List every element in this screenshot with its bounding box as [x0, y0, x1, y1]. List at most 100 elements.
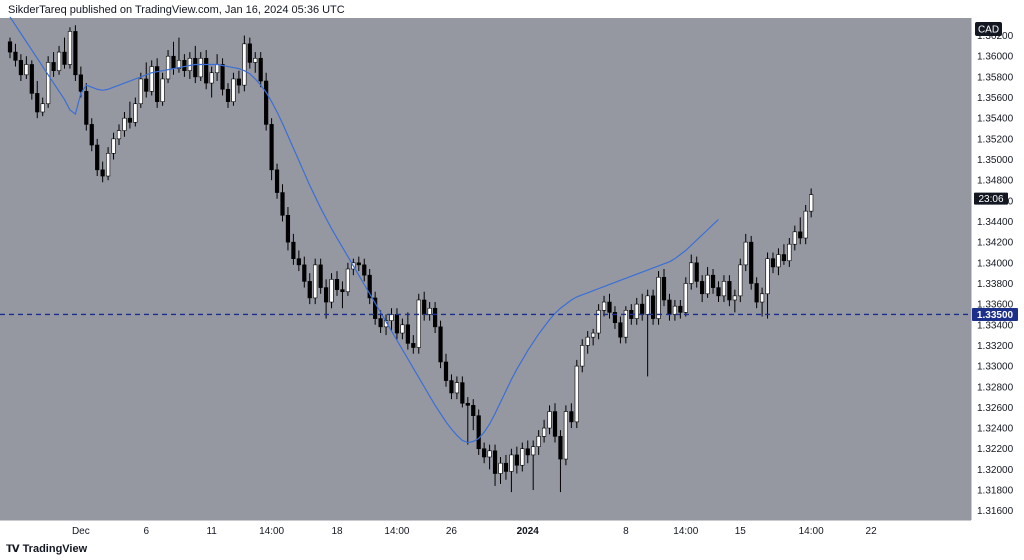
candle — [754, 277, 759, 309]
candle — [541, 419, 547, 443]
candle — [144, 62, 149, 98]
candle-body — [541, 427, 547, 437]
candle — [661, 269, 667, 307]
countdown-badge: 23:06 — [974, 192, 1008, 205]
candle — [623, 306, 628, 344]
candle — [689, 254, 694, 290]
candle-body — [56, 51, 62, 71]
candle-body — [253, 57, 258, 63]
price-axis[interactable] — [971, 18, 1024, 520]
candle-body — [46, 62, 51, 105]
candle-body — [329, 279, 334, 303]
candle — [552, 403, 558, 443]
footer-brand[interactable]: 𝗧𝗩 TradingView — [6, 541, 87, 557]
candle-body — [520, 448, 525, 466]
candle-body — [623, 310, 628, 338]
candle-body — [394, 314, 400, 334]
candle-body — [645, 295, 650, 315]
candle — [291, 233, 296, 265]
candle-body — [242, 43, 247, 86]
candle-body — [67, 31, 73, 65]
candle-body — [84, 91, 89, 125]
candle — [700, 275, 705, 303]
candle — [640, 293, 645, 321]
candle — [596, 304, 601, 340]
candle — [35, 81, 40, 119]
candle — [400, 318, 405, 340]
candle — [106, 147, 111, 181]
candle — [176, 37, 182, 73]
time-tick-label: 26 — [446, 526, 458, 537]
candle-body — [274, 169, 280, 193]
countdown-label: 23:06 — [978, 194, 1003, 205]
time-tick-label: Dec — [72, 526, 90, 537]
candle — [225, 83, 231, 108]
candle-body — [498, 462, 503, 474]
time-tick-label: 15 — [735, 526, 747, 537]
price-tick-label: 1.32400 — [977, 424, 1014, 435]
candle — [776, 248, 781, 276]
candle-body — [302, 264, 307, 282]
candle-body — [373, 297, 378, 319]
candle-body — [503, 462, 509, 472]
candle-body — [427, 307, 432, 315]
candle — [525, 440, 530, 464]
candle-body — [116, 130, 122, 140]
price-tick-label: 1.34000 — [977, 258, 1014, 269]
candle — [727, 275, 732, 307]
candle-body — [100, 169, 105, 177]
candle-body — [182, 60, 187, 71]
candle-body — [492, 450, 498, 474]
candle — [318, 258, 323, 294]
price-tick-label: 1.35400 — [977, 114, 1014, 125]
candle-body — [765, 258, 770, 295]
candle-body — [356, 262, 361, 266]
candle — [732, 289, 737, 313]
time-tick-label: 18 — [331, 526, 343, 537]
candle-body — [732, 295, 737, 301]
candle — [204, 50, 209, 90]
candle-body — [465, 402, 470, 406]
candle-body — [411, 343, 416, 348]
candle-body — [7, 41, 13, 53]
candle-body — [438, 326, 443, 363]
candle-body — [280, 192, 285, 216]
candle — [345, 262, 351, 296]
candle-body — [449, 380, 454, 394]
candle-body — [591, 332, 596, 338]
candle-body — [127, 117, 133, 123]
price-tick-label: 1.33400 — [977, 320, 1014, 331]
candle-body — [29, 64, 34, 94]
candle — [683, 277, 688, 317]
candle — [18, 54, 24, 82]
tradingview-logo-icon: 𝗧𝗩 — [6, 543, 20, 555]
candle — [296, 250, 301, 272]
candle-body — [552, 411, 558, 437]
candle-body — [198, 57, 203, 78]
candle-body — [89, 124, 94, 146]
candle — [585, 330, 590, 354]
candle-body — [24, 64, 29, 76]
candle — [574, 359, 579, 429]
candle — [482, 442, 487, 464]
candle — [242, 35, 247, 92]
candle — [710, 269, 716, 294]
time-axis[interactable] — [0, 520, 971, 540]
candle — [307, 273, 312, 305]
candle — [160, 72, 165, 106]
candle-body — [35, 93, 40, 113]
candle-body — [558, 436, 563, 460]
candle — [95, 138, 100, 177]
candle — [29, 60, 34, 100]
candle — [803, 204, 808, 245]
candle-body — [574, 365, 579, 423]
candle-body — [547, 411, 552, 429]
candle-body — [716, 287, 721, 297]
candle — [650, 289, 656, 325]
candle — [24, 56, 29, 79]
price-tick-label: 1.32800 — [977, 382, 1014, 393]
candle-body — [187, 57, 192, 71]
candle-body — [683, 283, 688, 313]
candle — [738, 258, 743, 303]
candle-body — [536, 436, 541, 447]
